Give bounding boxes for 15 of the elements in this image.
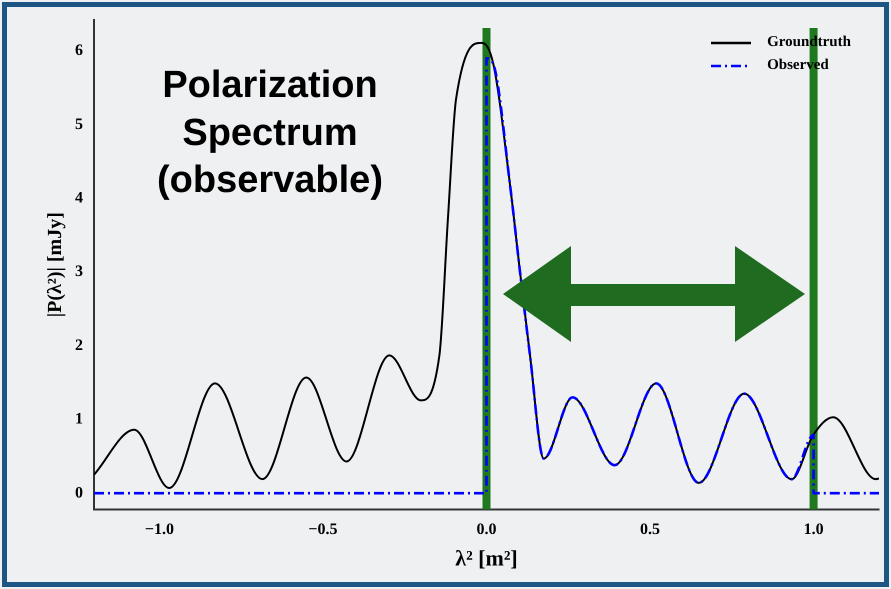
y-tick-label: 4	[75, 190, 83, 207]
annotation: Polarization Spectrum (observable)	[156, 63, 384, 203]
x-tick-label: 0.5	[640, 521, 660, 538]
x-tick-label: −0.5	[308, 521, 338, 538]
x-axis-title: λ² [m²]	[455, 545, 518, 570]
x-tick-label: 1.0	[804, 521, 824, 538]
y-tick-label: 3	[75, 263, 83, 280]
y-tick-label: 2	[75, 336, 83, 354]
y-tick-label: 1	[75, 410, 83, 428]
y-tick-label: 5	[75, 116, 83, 133]
y-axis-title: |P(λ²)| [mJy]	[44, 212, 66, 318]
y-tick-label: 6	[75, 42, 83, 60]
x-tick-label: 0.0	[476, 521, 496, 538]
x-tick-label: −1.0	[144, 521, 174, 538]
y-tick-label: 0	[75, 484, 83, 502]
